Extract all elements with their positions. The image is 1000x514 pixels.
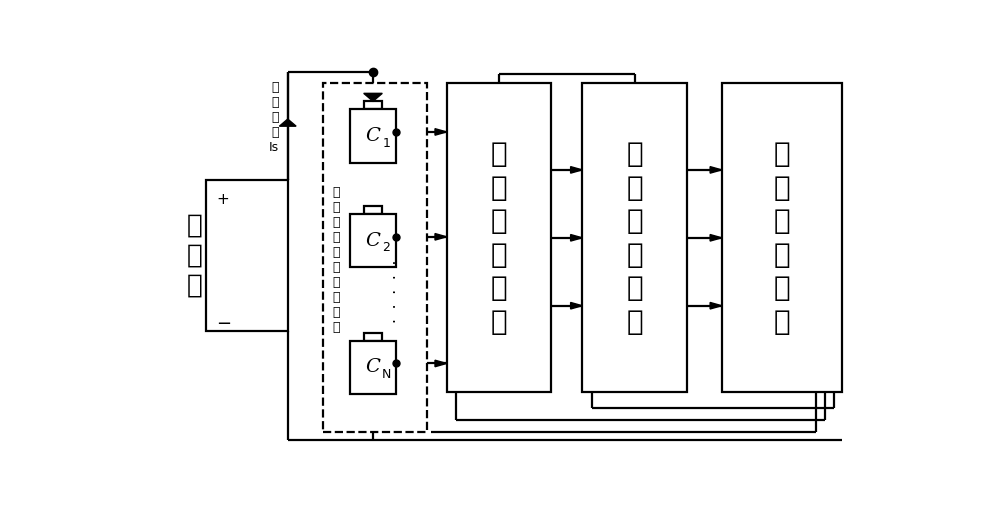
Bar: [323, 83, 427, 432]
Text: 充
电
机: 充 电 机: [187, 213, 202, 299]
Text: N: N: [381, 368, 391, 381]
Text: +: +: [216, 192, 229, 207]
Text: 串
联
液
态
金
属
电
池
单
元: 串 联 液 态 金 属 电 池 单 元: [333, 186, 340, 334]
Polygon shape: [364, 94, 382, 101]
Text: 1: 1: [382, 137, 390, 150]
Polygon shape: [435, 128, 447, 135]
Bar: [447, 83, 551, 392]
Bar: [350, 214, 396, 267]
Polygon shape: [710, 302, 722, 309]
Bar: [364, 101, 382, 109]
Polygon shape: [710, 234, 722, 241]
Bar: [350, 109, 396, 162]
Text: 2: 2: [382, 242, 390, 254]
Text: C: C: [366, 127, 380, 145]
Bar: [722, 83, 842, 392]
Text: −: −: [216, 315, 232, 333]
Bar: [364, 206, 382, 214]
Text: C: C: [366, 358, 380, 376]
Text: 数
据
采
集
模
块: 数 据 采 集 模 块: [491, 140, 507, 336]
Text: 均
衡
控
制
模
块: 均 衡 控 制 模 块: [626, 140, 643, 336]
Text: C: C: [366, 232, 380, 250]
Bar: [206, 180, 288, 331]
Text: ·  ·  ·  ·  ·: · · · · ·: [389, 260, 404, 323]
Polygon shape: [571, 167, 582, 173]
Polygon shape: [571, 234, 582, 241]
Polygon shape: [710, 167, 722, 173]
Text: 充
电
电
流
Is: 充 电 电 流 Is: [268, 81, 278, 154]
Bar: [364, 333, 382, 341]
Polygon shape: [571, 302, 582, 309]
Text: 均
衡
电
路
模
块: 均 衡 电 路 模 块: [774, 140, 790, 336]
Polygon shape: [435, 360, 447, 366]
Bar: [350, 341, 396, 394]
Polygon shape: [435, 233, 447, 240]
Polygon shape: [279, 119, 296, 126]
Bar: [582, 83, 687, 392]
